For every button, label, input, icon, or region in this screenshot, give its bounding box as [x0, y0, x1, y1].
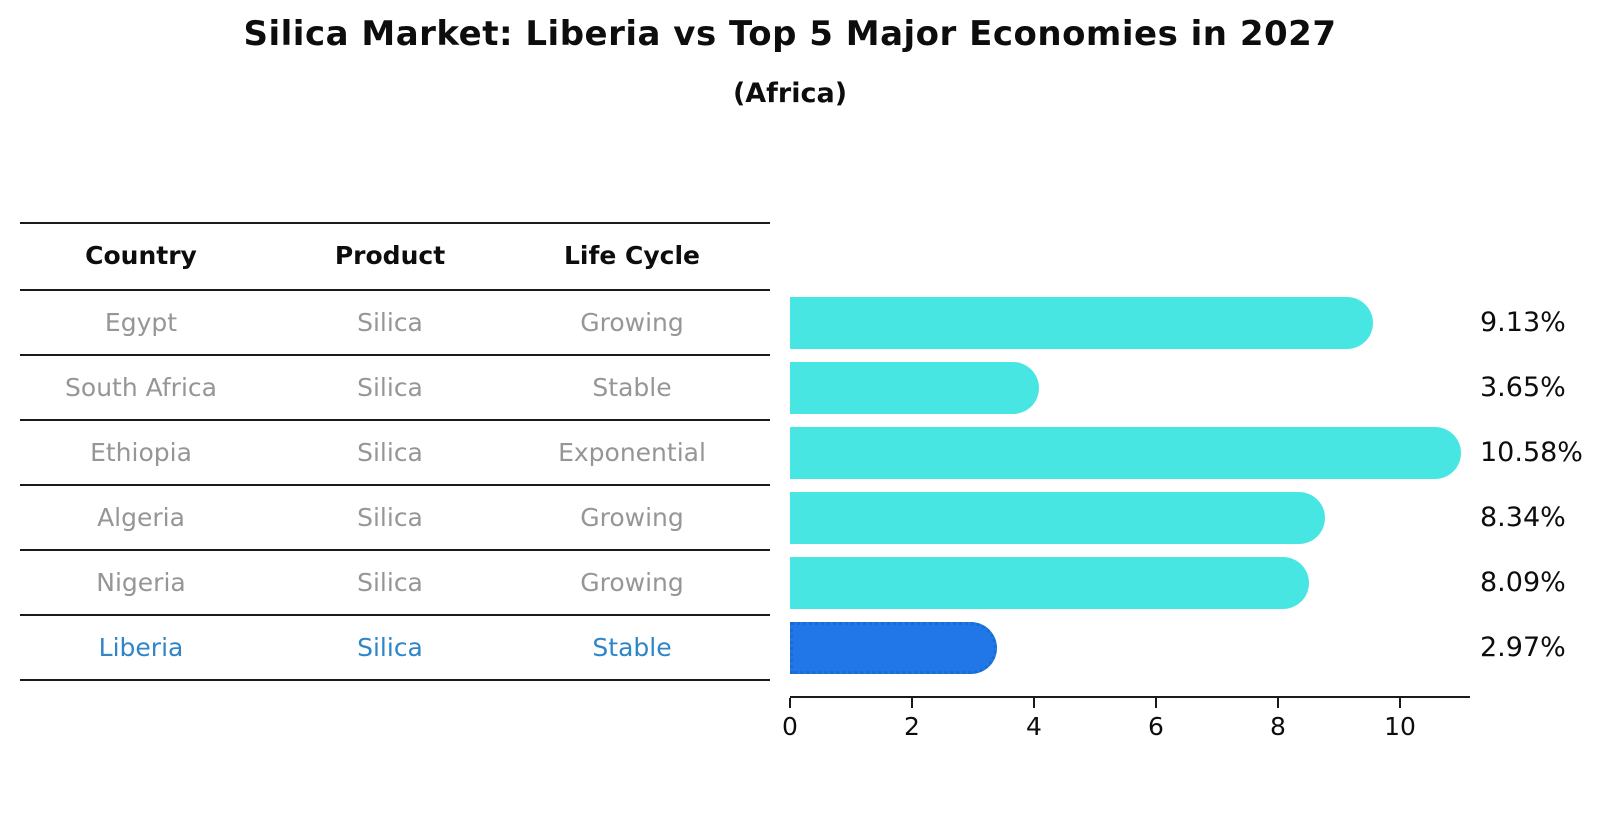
table-header-border	[20, 289, 770, 291]
table-header-product: Product	[334, 241, 446, 270]
bar-value-label: 10.58%	[1480, 437, 1583, 468]
x-axis-line	[790, 696, 1470, 698]
x-axis-tick	[911, 698, 913, 708]
table-bottom-border	[20, 679, 770, 681]
table-header-life-cycle: Life Cycle	[563, 241, 701, 270]
x-axis-tick-label: 0	[782, 712, 798, 741]
x-axis-tick	[1399, 698, 1401, 708]
x-axis-tick	[1155, 698, 1157, 708]
bar-value-label: 8.34%	[1480, 502, 1566, 533]
bar-egypt	[790, 297, 1373, 349]
table-cell-country: South Africa	[65, 373, 217, 402]
x-axis-tick-label: 2	[904, 712, 920, 741]
table-cell-product: Silica	[357, 373, 423, 402]
table-separator	[20, 549, 770, 551]
table-separator	[20, 614, 770, 616]
table-cell-life-cycle: Stable	[592, 373, 672, 402]
table-cell-life-cycle: Growing	[580, 568, 684, 597]
table-cell-life-cycle-highlighted: Stable	[592, 633, 672, 662]
table-separator	[20, 484, 770, 486]
table-cell-product: Silica	[357, 438, 423, 467]
table-cell-country: Ethiopia	[90, 438, 192, 467]
table-cell-product: Silica	[357, 568, 423, 597]
x-axis-tick-label: 4	[1026, 712, 1042, 741]
bar-value-label: 3.65%	[1480, 372, 1566, 403]
table-cell-life-cycle: Growing	[580, 503, 684, 532]
table-cell-life-cycle: Exponential	[558, 438, 706, 467]
table-separator	[20, 354, 770, 356]
bar-value-label: 2.97%	[1480, 632, 1566, 663]
x-axis-tick-label: 6	[1148, 712, 1164, 741]
bar-algeria	[790, 492, 1325, 544]
chart-title: Silica Market: Liberia vs Top 5 Major Ec…	[243, 14, 1337, 54]
table-cell-product: Silica	[357, 308, 423, 337]
table-cell-country-highlighted: Liberia	[98, 633, 184, 662]
table-separator	[20, 419, 770, 421]
table-cell-country: Algeria	[97, 503, 185, 532]
table-cell-product-highlighted: Silica	[357, 633, 423, 662]
chart-subtitle: (Africa)	[732, 78, 848, 109]
table-cell-life-cycle: Growing	[580, 308, 684, 337]
x-axis-tick-label: 10	[1384, 712, 1416, 741]
bar-south-africa	[790, 362, 1039, 414]
x-axis-tick	[789, 698, 791, 708]
bar-nigeria	[790, 557, 1309, 609]
bar-value-label: 8.09%	[1480, 567, 1566, 598]
bar-ethiopia	[790, 427, 1461, 479]
table-cell-country: Egypt	[104, 308, 178, 337]
table-cell-country: Nigeria	[96, 568, 186, 597]
table-header-country: Country	[85, 241, 197, 270]
x-axis-tick-label: 8	[1270, 712, 1286, 741]
bar-liberia-highlighted	[790, 622, 997, 674]
bar-value-label: 9.13%	[1480, 307, 1566, 338]
table-cell-product: Silica	[357, 503, 423, 532]
x-axis-tick	[1277, 698, 1279, 708]
table-top-border	[20, 222, 770, 224]
x-axis-tick	[1033, 698, 1035, 708]
